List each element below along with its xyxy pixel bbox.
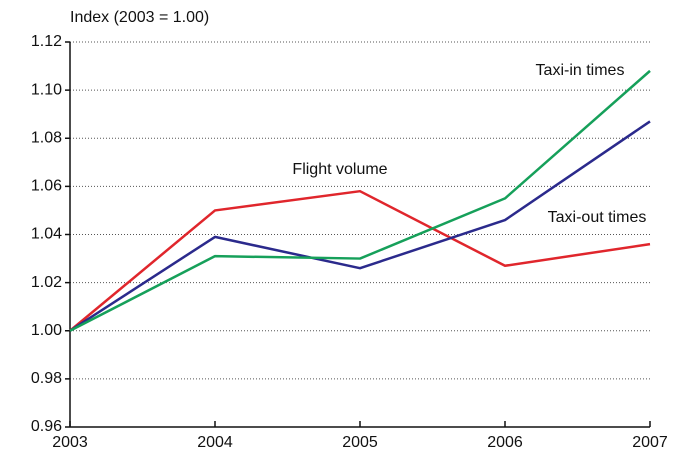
x-tick-label: 2006 xyxy=(487,434,523,451)
series-line xyxy=(69,120,651,332)
series-label: Taxi-in times xyxy=(536,62,625,79)
y-tick-label: 1.10 xyxy=(31,81,62,98)
series-label: Flight volume xyxy=(292,161,387,178)
series-line xyxy=(69,69,651,332)
series-line xyxy=(69,189,651,332)
y-axis-label: Index (2003 = 1.00) xyxy=(70,9,209,26)
x-tick-label: 2004 xyxy=(197,434,233,451)
x-tick-label: 2007 xyxy=(632,434,668,451)
y-tick-label: 1.02 xyxy=(31,274,62,291)
x-tick-label: 2003 xyxy=(52,434,88,451)
y-tick-label: 0.96 xyxy=(31,418,62,435)
x-tick-label: 2005 xyxy=(342,434,378,451)
y-tick-label: 1.12 xyxy=(31,33,62,50)
series-label: Taxi-out times xyxy=(548,209,647,226)
y-tick-label: 1.04 xyxy=(31,226,62,243)
y-tick-label: 1.00 xyxy=(31,322,62,339)
y-tick-label: 0.98 xyxy=(31,370,62,387)
y-tick-label: 1.06 xyxy=(31,178,62,195)
y-tick-label: 1.08 xyxy=(31,129,62,146)
